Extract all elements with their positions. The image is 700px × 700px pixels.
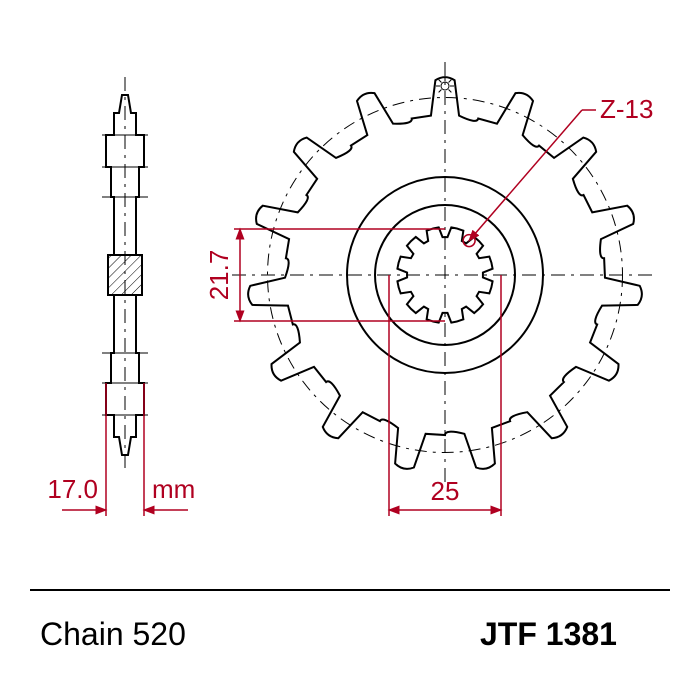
svg-text:21.7: 21.7 (204, 250, 234, 301)
svg-text:17.0: 17.0 (47, 474, 98, 504)
part-number: JTF 1381 (480, 616, 617, 652)
chain-label: Chain 520 (40, 616, 186, 652)
svg-text:mm: mm (152, 474, 195, 504)
svg-text:25: 25 (431, 476, 460, 506)
svg-text:Z-13: Z-13 (600, 94, 653, 124)
technical-drawing: 17.0 mm 25 21.7 Z-13 Chain 520 JTF 1381 (0, 0, 700, 700)
side-view: 17.0 mm (47, 77, 195, 516)
front-view: 25 21.7 Z-13 (204, 62, 658, 516)
